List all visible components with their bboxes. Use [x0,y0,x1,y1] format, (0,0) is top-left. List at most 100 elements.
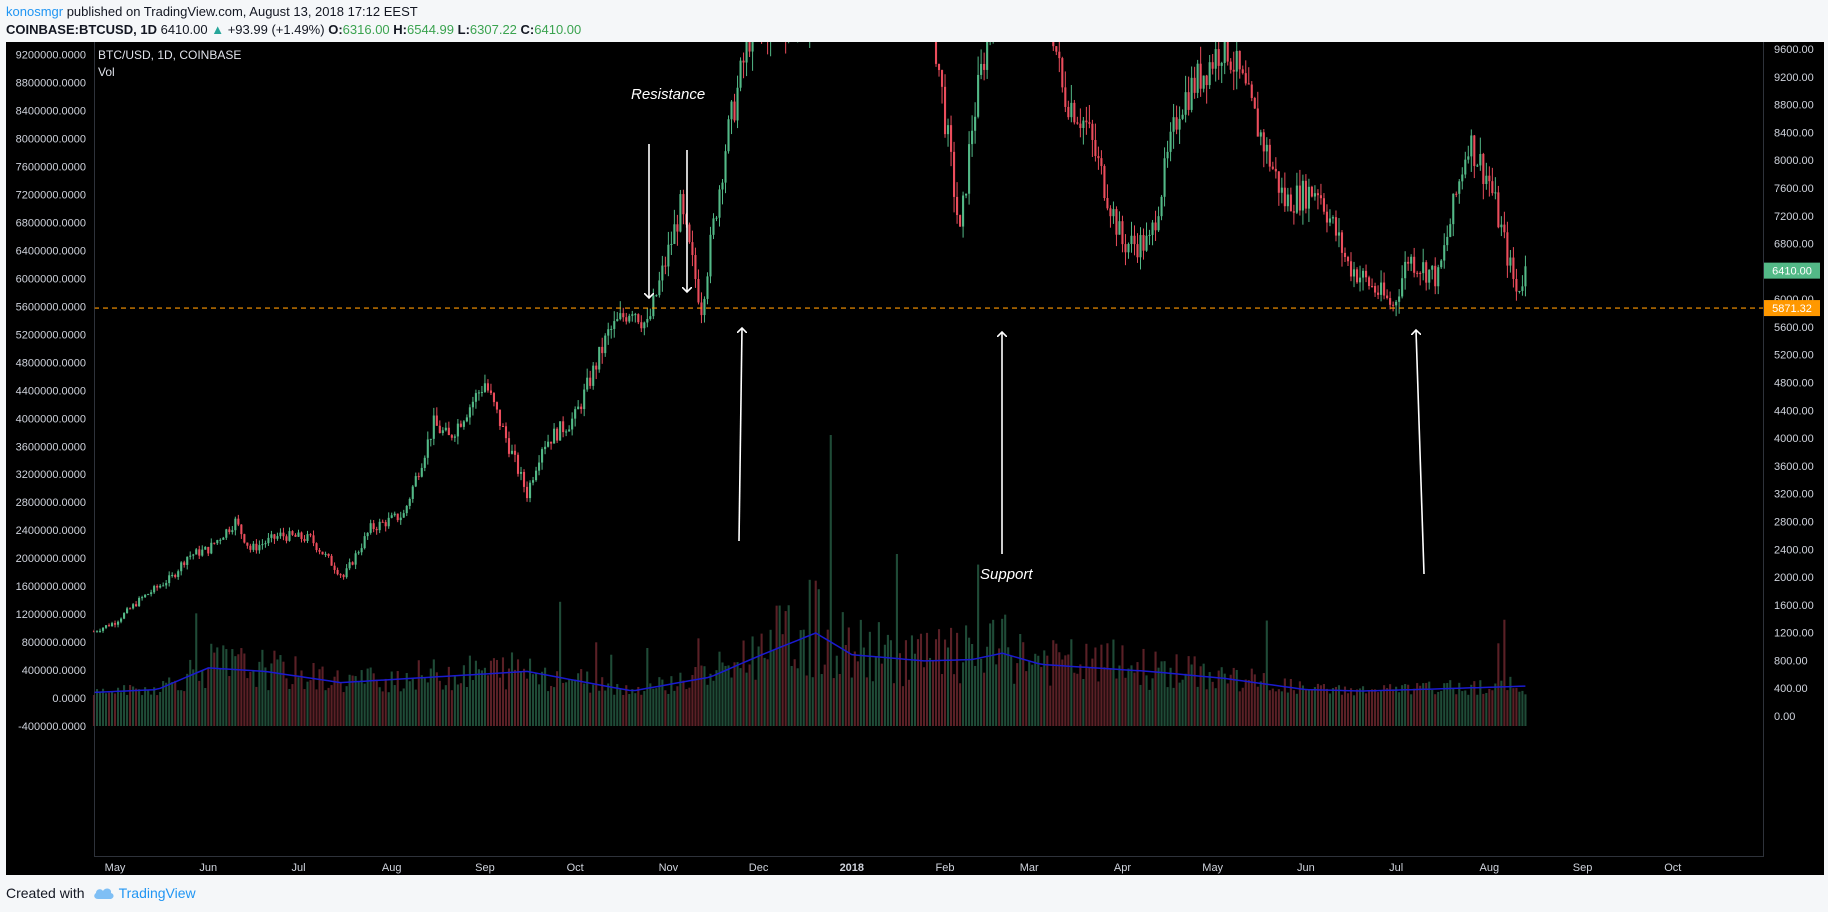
volume-bar [880,663,883,726]
candle-body [138,597,141,607]
candle-body [1118,221,1121,235]
candle-body [357,552,360,554]
volume-bar [775,605,778,726]
candle-body [742,60,745,63]
candle-body [1512,257,1515,279]
candle-body [1178,118,1181,130]
candle-body [153,586,156,593]
candle-body [1500,224,1503,228]
volume-bar [1130,665,1133,726]
volume-bar [468,655,471,726]
author-link[interactable]: konosmgr [6,4,64,19]
volume-bar [616,684,619,726]
candle-body [1410,256,1413,264]
candle-body [519,471,523,474]
volume-bar [339,682,342,726]
volume-bar [1310,689,1313,726]
candle-body [553,428,556,444]
candle-body [1244,73,1247,84]
volume-bar [237,654,240,726]
candle-body [306,534,309,541]
volume-bar [1371,689,1374,726]
price-tick-label: 2400.00 [1774,544,1814,556]
volume-bar [255,686,258,726]
volume-tick-label: 0.0000 [52,693,86,705]
candle-body [279,532,282,537]
candle-body [676,224,679,232]
volume-bar [916,639,920,726]
candle-body [1515,278,1518,292]
volume-bar [1253,674,1256,726]
volume-bar [270,663,273,726]
volume-bar [592,684,595,726]
candle-body [300,532,303,539]
volume-bar [123,685,126,726]
volume-bar [1043,650,1046,726]
candle-body [225,529,228,538]
volume-bar [183,691,186,726]
time-tick-label: Sep [1573,862,1593,874]
volume-bar [399,691,402,726]
volume-bar [531,674,535,726]
volume-axis[interactable]: 9200000.0000 8800000.0000 8400000.0000 8000… [16,50,86,733]
volume-bar [228,676,231,726]
candle-body [297,532,300,537]
volume-bar [528,658,532,726]
volume-bar [107,692,111,726]
candle-body [730,101,733,120]
candle-body [477,392,480,394]
candle-body [150,592,153,595]
candle-body [709,234,712,277]
candle-body [486,383,489,391]
volume-tick-label: 6000000.0000 [16,273,86,285]
candle-body [574,409,577,419]
volume-bar [324,690,327,726]
volume-bar [1464,690,1467,726]
candle-body [934,3,938,64]
volume-bar [405,673,408,726]
volume-bar [1322,684,1326,726]
volume-bar [619,689,622,726]
volume-tick-label: 9200000.0000 [16,50,86,62]
candle-body [1145,235,1148,251]
volume-bar [1067,654,1070,726]
volume-bar [835,655,838,726]
price-tick-label: 6800.00 [1774,239,1814,251]
volume-bar [583,683,586,726]
volume-bar [321,666,324,726]
candle-body [462,421,465,427]
candle-body [366,532,369,537]
high-label: H: [393,22,407,37]
time-axis[interactable]: May Jun Jul Aug Sep Oct Nov Dec 2018 Feb Mar Apr May… [105,862,1682,874]
candle-body [1133,235,1136,245]
candle-body [411,486,414,499]
candle-body [522,471,526,487]
price-chart[interactable]: 9200000.0000 8800000.0000 8400000.0000 8000… [6,0,1824,875]
price-axis[interactable]: 9600.00 9200.00 8800.00 8400.00 8000.00 7600.… [1774,44,1814,723]
volume-bar [1148,689,1151,726]
candle-body [363,536,366,549]
volume-bar [381,691,384,726]
candle-body [1310,186,1313,197]
volume-bar [1467,694,1470,726]
volume-bar [315,689,318,726]
candle-body [616,319,619,322]
time-tick-label: Jun [199,862,217,874]
volume-bar [330,685,333,726]
volume-bar [1497,643,1500,726]
candle-body [748,38,751,52]
candle-body [132,604,135,609]
candle-body [983,63,986,70]
candle-body [474,393,477,402]
tradingview-link[interactable]: TradingView [93,885,196,901]
time-tick-label: Jun [1297,862,1315,874]
left-axis-border [94,42,95,856]
price-tick-label: 4000.00 [1774,433,1814,445]
candle-body [492,393,496,403]
candle-body [1109,208,1112,217]
chart-panel[interactable]: 9200000.0000 8800000.0000 8400000.0000 8000… [6,0,1824,875]
candle-body [1127,243,1130,253]
volume-bar [1337,685,1341,726]
time-tick-label: Oct [1664,862,1681,874]
tradingview-brand[interactable]: TradingView [118,885,196,901]
